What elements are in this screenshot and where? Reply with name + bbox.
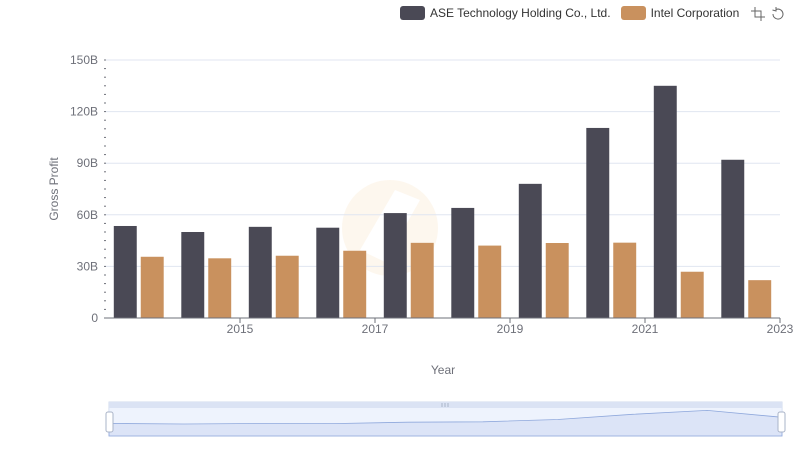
bar-intel-2015[interactable]: [208, 258, 232, 318]
bar-ase-2014[interactable]: [113, 225, 137, 318]
bar-ase-2016[interactable]: [248, 226, 272, 318]
legend-label-intel: Intel Corporation: [650, 6, 740, 20]
bar-intel-2017[interactable]: [343, 250, 367, 318]
zoom-icon[interactable]: [750, 6, 766, 22]
x-tick-label: 2017: [362, 322, 389, 336]
legend-item-ase[interactable]: ASE Technology Holding Co., Ltd.: [400, 6, 611, 20]
x-tick-label: 2023: [767, 322, 794, 336]
bar-intel-2022[interactable]: [680, 271, 704, 318]
bar-ase-2018[interactable]: [383, 213, 407, 318]
legend: ASE Technology Holding Co., Ltd. Intel C…: [400, 4, 749, 22]
legend-swatch-ase: [400, 6, 425, 20]
bar-intel-2016[interactable]: [275, 255, 299, 318]
bar-intel-2014[interactable]: [140, 256, 164, 318]
legend-item-intel[interactable]: Intel Corporation: [620, 6, 740, 20]
x-tick-label: 2021: [632, 322, 659, 336]
slider-handle-left[interactable]: [105, 411, 114, 433]
x-axis: 2015 2017 2019 2021 2023: [227, 318, 794, 336]
bar-intel-2023[interactable]: [748, 280, 772, 318]
slider-grip-icon[interactable]: [441, 403, 449, 407]
x-axis-title: Year: [431, 363, 455, 377]
x-tick-label: 2019: [497, 322, 524, 336]
bar-ase-2023[interactable]: [721, 159, 745, 318]
bar-intel-2018[interactable]: [410, 242, 434, 318]
slider-handle-right[interactable]: [777, 411, 786, 433]
y-axis: 0 30B 60B 90B 120B 150B: [70, 53, 98, 325]
bar-ase-2021[interactable]: [586, 127, 610, 318]
x-tick-label: 2015: [227, 322, 254, 336]
gridlines: [105, 59, 780, 267]
bar-ase-2015[interactable]: [181, 232, 205, 318]
toolbox: [746, 6, 786, 22]
bar-intel-2020[interactable]: [545, 243, 569, 318]
y-tick-label: 150B: [70, 53, 98, 67]
bar-intel-2021[interactable]: [613, 242, 637, 318]
bar-ase-2019[interactable]: [451, 207, 475, 318]
zoom-slider[interactable]: [105, 401, 786, 437]
y-tick-label: 60B: [77, 208, 98, 222]
restore-icon[interactable]: [770, 6, 786, 22]
bars: [113, 85, 772, 318]
bar-intel-2019[interactable]: [478, 245, 502, 318]
y-tick-label: 120B: [70, 105, 98, 119]
bar-ase-2022[interactable]: [653, 85, 677, 318]
y-tick-label: 0: [91, 311, 98, 325]
bar-ase-2020[interactable]: [518, 183, 542, 318]
y-minor-ticks: [104, 59, 106, 319]
y-tick-label: 30B: [77, 259, 98, 273]
bar-ase-2017[interactable]: [316, 227, 340, 318]
y-tick-label: 90B: [77, 156, 98, 170]
y-axis-title: Gross Profit: [47, 157, 61, 221]
legend-swatch-intel: [620, 6, 646, 20]
legend-label-ase: ASE Technology Holding Co., Ltd.: [430, 6, 611, 20]
